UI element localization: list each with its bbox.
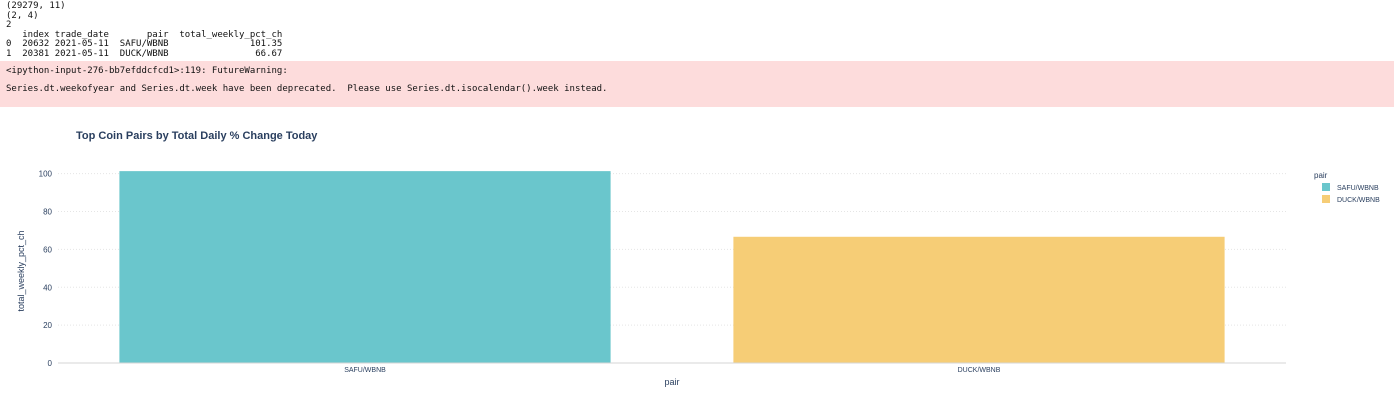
y-tick-label: 60	[43, 245, 52, 254]
cell-output-text: (29279, 11) (2, 4) 2 index trade_date pa…	[6, 1, 283, 60]
legend: pair SAFU/WBNB DUCK/WBNB	[1314, 171, 1380, 204]
output-line: (2, 4)	[6, 10, 39, 21]
y-tick-labels: 0 20 40 60 80 100	[39, 170, 53, 368]
future-warning-box: <ipython-input-276-bb7efddcfcd1>:119: Fu…	[0, 61, 1394, 107]
output-line: 2	[6, 20, 12, 31]
x-tick-labels: SAFU/WBNB DUCK/WBNB	[344, 367, 1001, 374]
legend-item-label[interactable]: DUCK/WBNB	[1337, 197, 1380, 204]
x-tick-label: SAFU/WBNB	[344, 367, 386, 374]
bars	[119, 171, 1225, 363]
x-axis-label: pair	[664, 377, 679, 387]
warning-message-line: Series.dt.weekofyear and Series.dt.week …	[6, 84, 608, 94]
chart-svg: Top Coin Pairs by Total Daily % Change T…	[16, 130, 1380, 387]
y-tick-label: 100	[39, 170, 53, 179]
legend-swatch[interactable]	[1322, 183, 1330, 191]
legend-item-label[interactable]: SAFU/WBNB	[1337, 185, 1379, 192]
bar-chart: Top Coin Pairs by Total Daily % Change T…	[0, 110, 1400, 409]
bar[interactable]	[733, 236, 1225, 363]
y-axis-label: total_weekly_pct_ch	[16, 230, 26, 311]
chart-title: Top Coin Pairs by Total Daily % Change T…	[76, 130, 318, 142]
legend-swatch[interactable]	[1322, 195, 1330, 203]
y-tick-label: 40	[43, 283, 52, 292]
output-line: (29279, 11)	[6, 1, 66, 11]
legend-title: pair	[1314, 171, 1328, 180]
bar[interactable]	[119, 171, 611, 363]
output-line: 0 20632 2021-05-11 SAFU/WBNB 101.35	[6, 39, 283, 50]
output-line: 1 20381 2021-05-11 DUCK/WBNB 66.67	[6, 48, 283, 59]
y-tick-label: 80	[43, 208, 52, 217]
output-line: index trade_date pair total_weekly_pct_c…	[6, 29, 283, 40]
y-tick-label: 0	[48, 359, 53, 368]
x-tick-label: DUCK/WBNB	[958, 367, 1001, 374]
warning-source-line: <ipython-input-276-bb7efddcfcd1>:119: Fu…	[6, 66, 288, 76]
y-tick-label: 20	[43, 321, 52, 330]
